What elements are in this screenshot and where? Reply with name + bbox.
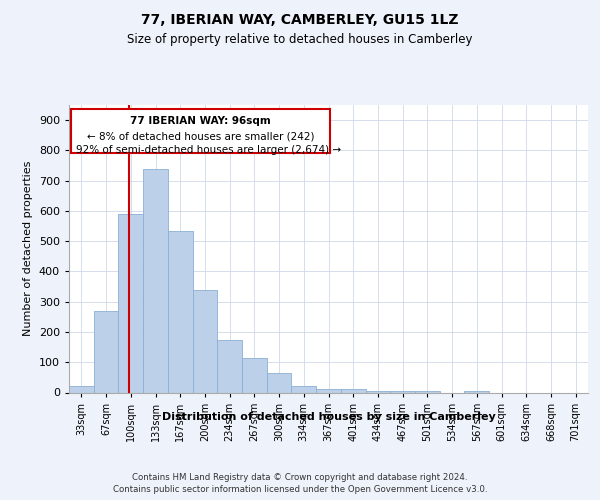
Text: Contains public sector information licensed under the Open Government Licence v3: Contains public sector information licen… (113, 485, 487, 494)
Y-axis label: Number of detached properties: Number of detached properties (23, 161, 33, 336)
Bar (390, 391, 415, 392)
Bar (71, 108, 331, 154)
Bar (143, 168, 168, 392)
Text: ← 8% of detached houses are smaller (242): ← 8% of detached houses are smaller (242… (87, 132, 314, 141)
Text: 77, IBERIAN WAY, CAMBERLEY, GU15 1LZ: 77, IBERIAN WAY, CAMBERLEY, GU15 1LZ (141, 12, 459, 26)
Bar (292, 386, 316, 392)
Bar (341, 390, 365, 392)
Bar (415, 391, 440, 392)
Text: 92% of semi-detached houses are larger (2,674) →: 92% of semi-detached houses are larger (… (76, 145, 341, 155)
Bar (267, 373, 292, 392)
Bar (316, 390, 341, 392)
Bar (365, 391, 390, 392)
Bar (118, 214, 143, 392)
Text: Contains HM Land Registry data © Crown copyright and database right 2024.: Contains HM Land Registry data © Crown c… (132, 472, 468, 482)
Bar (193, 290, 217, 393)
Bar (464, 391, 489, 392)
Text: 77 IBERIAN WAY: 96sqm: 77 IBERIAN WAY: 96sqm (130, 116, 271, 126)
Text: Distribution of detached houses by size in Camberley: Distribution of detached houses by size … (162, 412, 496, 422)
Bar (217, 340, 242, 392)
Bar (94, 311, 118, 392)
Bar (69, 386, 94, 392)
Bar (168, 230, 193, 392)
Bar (242, 358, 267, 392)
Text: Size of property relative to detached houses in Camberley: Size of property relative to detached ho… (127, 32, 473, 46)
